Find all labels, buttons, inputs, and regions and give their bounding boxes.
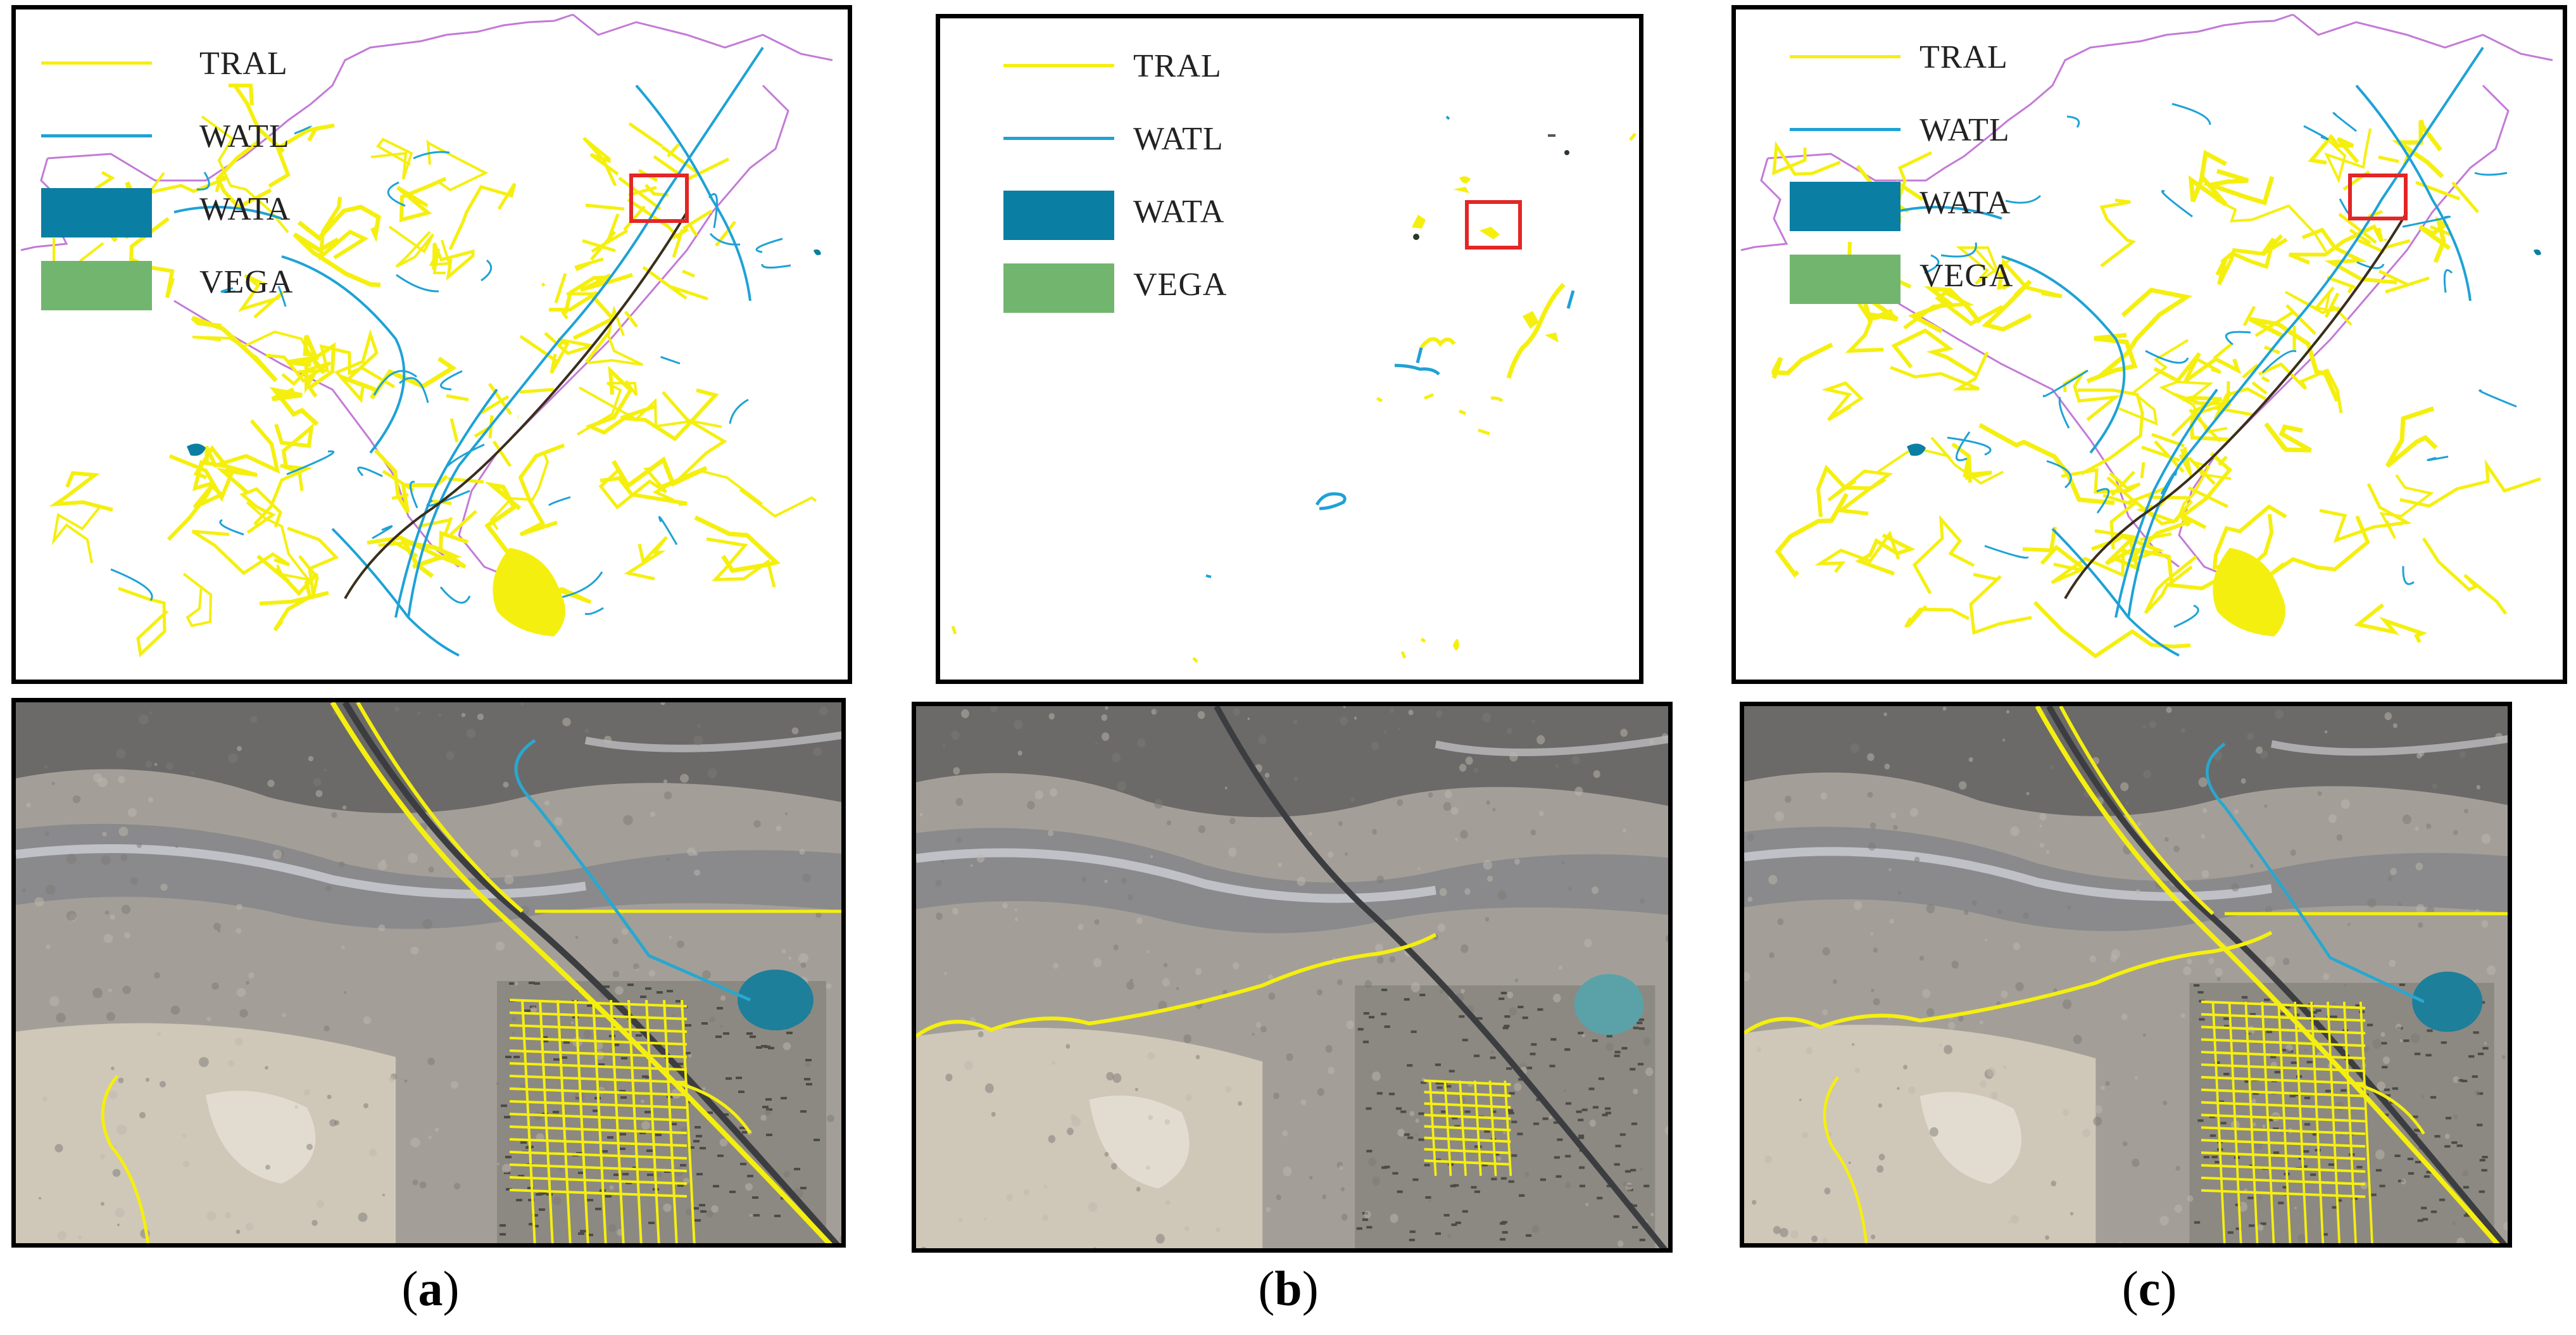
satellite-panel-a — [11, 698, 846, 1248]
watl-swatch — [1003, 137, 1114, 140]
vega-swatch — [1790, 255, 1901, 304]
watl-swatch — [41, 134, 152, 137]
legend-label: TRAL — [1919, 39, 2008, 75]
caption-close: ) — [443, 1261, 460, 1316]
highlight-box — [629, 174, 689, 223]
map-panel-a: TRAL WATL WATA VEGA — [11, 5, 852, 684]
legend-label: VEGA — [199, 264, 294, 300]
legend-label: WATL — [1133, 121, 1224, 157]
highlight-box — [2348, 174, 2408, 220]
tral-swatch — [1790, 55, 1901, 58]
satellite-image-b — [916, 706, 1668, 1248]
country-outline-a — [20, 13, 833, 658]
legend-label: VEGA — [1919, 258, 2014, 294]
caption-a: (a) — [336, 1260, 525, 1317]
legend-label: TRAL — [199, 46, 288, 82]
caption-close: ) — [1302, 1261, 1319, 1316]
caption-open: ( — [1258, 1261, 1275, 1316]
vega-swatch — [41, 261, 152, 310]
caption-open: ( — [401, 1261, 418, 1316]
tral-swatch — [1003, 64, 1114, 67]
vega-swatch — [1003, 263, 1114, 313]
caption-letter: a — [418, 1261, 443, 1316]
legend-label: WATA — [199, 191, 291, 227]
satellite-panel-c — [1740, 702, 2512, 1248]
sparse-features-b — [951, 115, 1637, 663]
map-vector-b — [951, 115, 1637, 663]
highlight-box — [1465, 200, 1522, 250]
legend-label: WATL — [199, 118, 290, 155]
legend-label: VEGA — [1133, 267, 1228, 303]
country-outline-c — [1740, 13, 2553, 659]
satellite-image-a — [16, 702, 841, 1243]
caption-b: (b) — [1193, 1260, 1383, 1317]
wata-swatch — [1003, 191, 1114, 240]
caption-open: ( — [2121, 1261, 2139, 1316]
satellite-panel-b — [912, 702, 1673, 1253]
legend-label: TRAL — [1133, 48, 1222, 84]
tral-swatch — [41, 61, 152, 65]
map-panel-b: TRAL WATL WATA VEGA — [936, 14, 1643, 684]
caption-letter: b — [1274, 1261, 1302, 1316]
map-panel-c: TRAL WATL WATA VEGA — [1731, 5, 2567, 684]
legend-label: WATL — [1919, 112, 2010, 148]
map-vector-c — [1740, 13, 2553, 659]
wata-swatch — [1790, 182, 1901, 231]
watl-swatch — [1790, 128, 1901, 131]
caption-letter: c — [2138, 1261, 2161, 1316]
satellite-image-c — [1744, 706, 2508, 1243]
legend-label: WATA — [1919, 185, 2011, 221]
caption-close: ) — [2160, 1261, 2177, 1316]
caption-c: (c) — [2054, 1260, 2244, 1317]
map-vector-a — [20, 13, 833, 658]
legend-label: WATA — [1133, 194, 1225, 230]
wata-swatch — [41, 188, 152, 237]
